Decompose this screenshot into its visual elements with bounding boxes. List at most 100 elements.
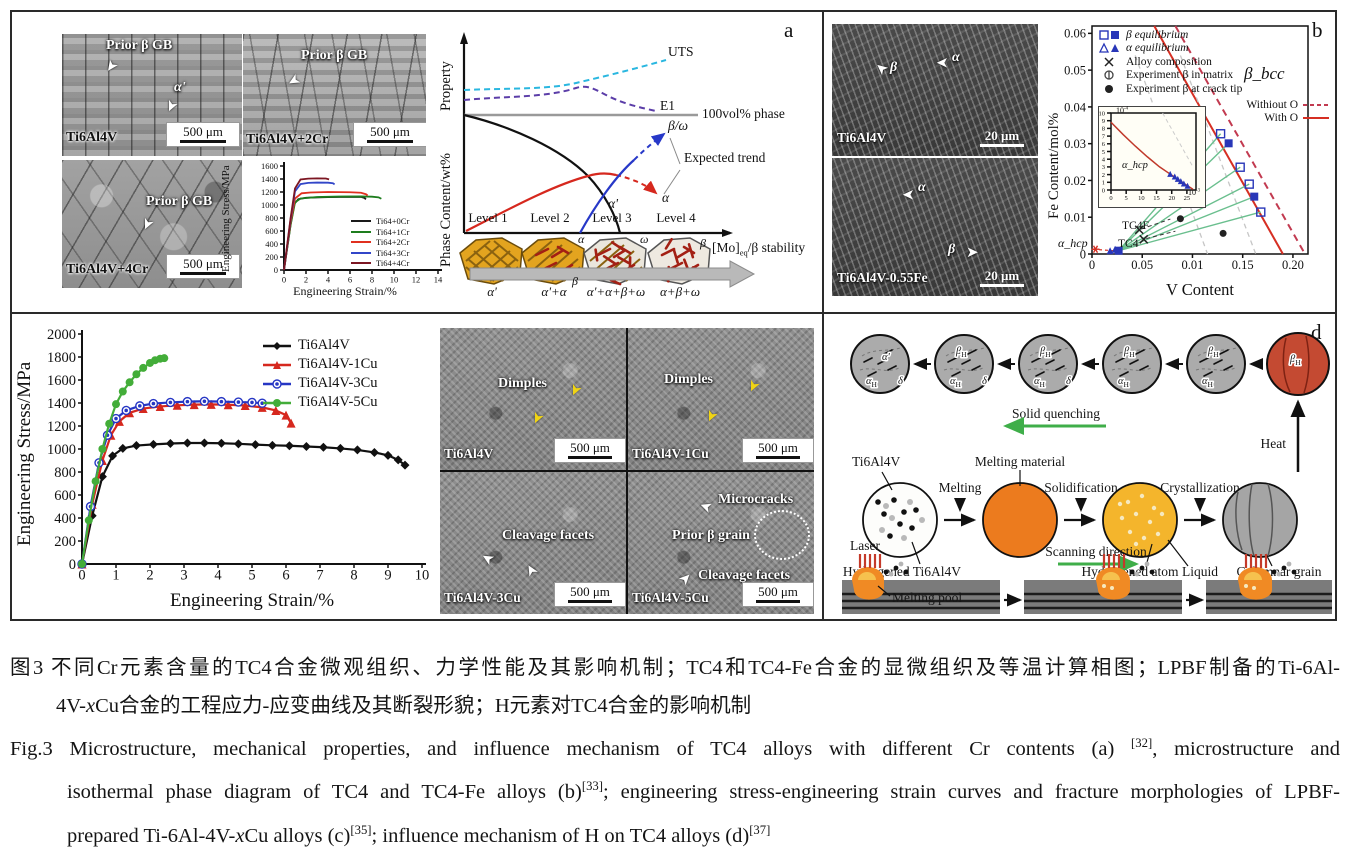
- yellow-arrow-icon: ➤: [700, 406, 721, 425]
- alloy-label: Ti6Al4V: [444, 446, 494, 461]
- svg-text:αH: αH: [1118, 376, 1130, 389]
- micrograph-ti6al4v-4cr: Prior β GB ➤ Ti6Al4V+4Cr 500 μm: [62, 160, 242, 288]
- mark-alpha: α: [952, 50, 960, 65]
- svg-text:βH: βH: [1039, 346, 1051, 359]
- b-xlabel: V Content: [1166, 280, 1234, 299]
- scale-bar: 500 μm: [353, 122, 426, 147]
- svg-text:600: 600: [54, 488, 76, 504]
- svg-text:3: 3: [180, 568, 187, 584]
- legend-row: Ti64+1Cr: [351, 226, 410, 237]
- svg-text:4: 4: [1102, 156, 1106, 163]
- label-beta-omega: β/ω: [668, 118, 689, 133]
- label-tc4f: TC4F: [1122, 220, 1149, 232]
- panel-a: a Prior β GB ➤ α' ➤ Ti6Al4V 500 μm Prior…: [12, 12, 822, 312]
- legend-row: Ti64+0Cr: [351, 216, 410, 227]
- arrow-icon: ➤: [902, 186, 915, 202]
- svg-text:0: 0: [1089, 258, 1095, 272]
- panel-a-label: a: [784, 18, 794, 42]
- svg-text:7: 7: [316, 568, 323, 584]
- b-legend: β equilibrium α equilibrium Alloy compos…: [1096, 28, 1242, 96]
- arrow-icon: ➤: [521, 560, 542, 580]
- fracture-grid: Dimples ➤ ➤ Ti6Al4V 500 μm Dimples ➤ ➤ T…: [440, 328, 814, 614]
- svg-text:βH: βH: [1289, 354, 1301, 367]
- svg-text:Melting: Melting: [939, 480, 982, 495]
- svg-text:8: 8: [350, 568, 357, 584]
- annotation-prior-beta-grain: Prior β grain: [672, 528, 750, 543]
- legend-row: α equilibrium: [1096, 42, 1242, 56]
- legend-row: Ti6Al4V-3Cu: [262, 374, 378, 393]
- svg-text:6: 6: [282, 568, 289, 584]
- svg-text:δ: δ: [1066, 376, 1072, 387]
- svg-text:1000: 1000: [261, 200, 278, 210]
- svg-text:0.06: 0.06: [1064, 27, 1086, 41]
- svg-text:βH: βH: [1123, 346, 1135, 359]
- icon-label-4: α+β+ω: [659, 284, 701, 299]
- svg-text:200: 200: [54, 534, 76, 550]
- svg-text:4: 4: [214, 568, 222, 584]
- figure-caption: 图3 不同Cr元素含量的TC4合金微观组织、力学性能及其影响机制；TC4和TC4…: [10, 650, 1340, 855]
- a-inset-legend: Ti64+0Cr Ti64+1Cr Ti64+2Cr Ti64+3Cr Ti64+4Cr: [350, 216, 409, 269]
- micrograph-ti6al4v: Prior β GB ➤ α' ➤ Ti6Al4V 500 μm: [62, 34, 242, 156]
- arrow-icon: ➤: [284, 69, 303, 91]
- legend-row: Ti64+3Cr: [351, 247, 410, 258]
- alloy-label: Ti6Al4V-3Cu: [444, 590, 521, 605]
- svg-text:2000: 2000: [47, 327, 76, 343]
- svg-text:1600: 1600: [47, 373, 76, 389]
- mark-beta2: β: [700, 236, 706, 250]
- scale-bar: 500 μm: [742, 438, 814, 463]
- svg-text:αH: αH: [866, 376, 878, 389]
- mark-omega: ω: [640, 232, 649, 246]
- micrograph-ti6al4v-2cr: Prior β GB ➤ Ti6Al4V+2Cr 500 μm: [243, 34, 426, 156]
- svg-text:δ: δ: [982, 376, 988, 387]
- svg-text:1200: 1200: [261, 187, 278, 197]
- mark-alpha: α: [578, 232, 585, 246]
- c-xlabel: Engineering Strain/%: [169, 590, 335, 611]
- c-stress-strain-chart: 0 1 2 3 4 5 6 7 8 9 10 0 200 400 600 800 1000 1200 1400 160…: [47, 327, 430, 584]
- a-inset-ylabel: Engineering Stress/MPa: [220, 165, 232, 273]
- svg-text:2: 2: [146, 568, 153, 584]
- legend-row: Ti6Al4V-1Cu: [262, 355, 378, 374]
- sem-ti6al4v: ➤ β ➤ α Ti6Al4V 20 μm: [832, 24, 1038, 156]
- c-ylabel: Engineering Stress/MPa: [14, 361, 35, 547]
- svg-text:1: 1: [112, 568, 119, 584]
- svg-text:βH: βH: [1207, 346, 1219, 359]
- legend-row: Alloy composition: [1096, 55, 1242, 69]
- caption-en-line1: Fig.3 Microstructure, mechanical propert…: [10, 736, 1340, 760]
- panel-b: b ➤ β ➤ α Ti6Al4V 20 μm ➤ α β ➤ Ti6Al4V-…: [824, 12, 1335, 312]
- b-ylabel: Fe Content/mol%: [1046, 112, 1062, 220]
- svg-text:0.04: 0.04: [1064, 100, 1087, 114]
- alloy-label: Ti6Al4V-0.55Fe: [837, 270, 928, 285]
- svg-text:10: 10: [415, 568, 430, 584]
- svg-text:5: 5: [1125, 195, 1128, 202]
- a-inset-chart: 0 2 4 6 8 10 12 14 0 200 400 600 800 1000 1200 1400 1600: [261, 161, 443, 284]
- svg-text:Melting material: Melting material: [975, 454, 1066, 469]
- svg-text:0: 0: [1080, 247, 1086, 261]
- fracture-ti6al4v-3cu: Cleavage facets ➤ ➤ Ti6Al4V-3Cu 500 μm: [440, 472, 626, 614]
- arrow-icon: ➤: [675, 569, 697, 590]
- annotation-prior-beta-gb: Prior β GB: [146, 194, 213, 209]
- scale-bar: 20 μm: [974, 268, 1030, 287]
- svg-text:1200: 1200: [47, 419, 76, 435]
- svg-text:1: 1: [1102, 180, 1105, 187]
- svg-text:1000: 1000: [47, 442, 76, 458]
- caption-zh-line1: 图3 不同Cr元素含量的TC4合金微观组织、力学性能及其影响机制；TC4和TC4…: [10, 657, 1340, 679]
- label-e1: E1: [660, 98, 675, 113]
- alpha-equilibrium-symbols: [1098, 42, 1119, 53]
- svg-text:0: 0: [78, 568, 85, 584]
- label-tc4: TC4: [1118, 238, 1139, 250]
- svg-text:1400: 1400: [261, 174, 278, 184]
- svg-text:α': α': [882, 352, 891, 363]
- arrow-icon: ➤: [478, 547, 498, 569]
- legend-row: Ti6Al4V-5Cu: [262, 393, 378, 412]
- a-schematic-svg: [459, 32, 756, 290]
- b-inset-y-exponent: 10-4: [1116, 106, 1129, 115]
- alloy-label: Ti6Al4V-5Cu: [632, 590, 709, 605]
- a-inset-xlabel: Engineering Strain/%: [293, 284, 397, 298]
- caption-en-line2: isothermal phase diagram of TC4 and TC4-…: [67, 779, 1340, 804]
- svg-text:Melting pool: Melting pool: [892, 590, 962, 605]
- alloy-label: Ti6Al4V-1Cu: [632, 446, 709, 461]
- mark-beta: β: [572, 274, 578, 288]
- svg-text:1600: 1600: [261, 161, 278, 171]
- label-level3: Level 3: [592, 210, 632, 225]
- arrow-icon: ➤: [100, 56, 121, 76]
